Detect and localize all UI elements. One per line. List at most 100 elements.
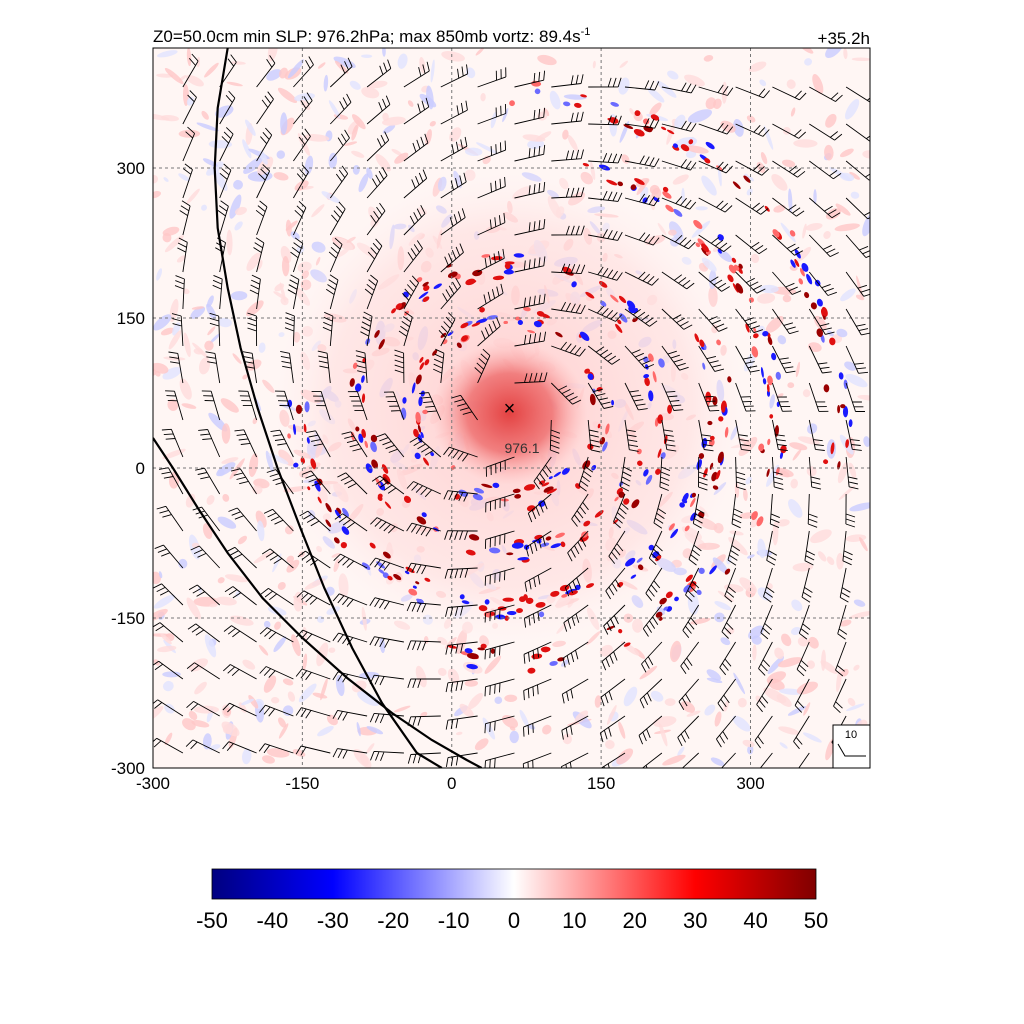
vorticity-patch bbox=[780, 222, 796, 243]
vorticity-patch bbox=[748, 61, 767, 72]
wind-barb bbox=[719, 641, 736, 676]
y-tick-label: -150 bbox=[111, 609, 145, 628]
rainband-cell bbox=[550, 590, 560, 597]
wind-barb bbox=[406, 601, 441, 613]
vorticity-patch bbox=[317, 62, 326, 69]
vorticity-patch bbox=[257, 259, 263, 270]
wind-barb bbox=[360, 311, 373, 347]
wind-barb bbox=[274, 390, 294, 421]
vorticity-patch bbox=[519, 709, 530, 728]
vorticity-patch bbox=[685, 145, 709, 154]
wind-barb bbox=[485, 493, 515, 513]
rainband-cell bbox=[416, 277, 423, 283]
vorticity-patch bbox=[320, 678, 328, 701]
vorticity-patch bbox=[710, 757, 725, 767]
wind-barb bbox=[484, 530, 515, 549]
vorticity-patch bbox=[737, 697, 747, 708]
vorticity-patch bbox=[193, 348, 204, 355]
wind-barb bbox=[201, 390, 221, 421]
vorticity-patch bbox=[179, 378, 192, 400]
vorticity-patch bbox=[257, 156, 274, 176]
wind-barb bbox=[174, 275, 185, 310]
wind-barb bbox=[571, 493, 589, 527]
vorticity-patch bbox=[207, 326, 216, 336]
wind-barb bbox=[661, 234, 696, 250]
wind-barb bbox=[253, 237, 265, 273]
rainband-cell bbox=[358, 433, 364, 443]
rainband-cell bbox=[837, 461, 841, 470]
wind-barb bbox=[624, 232, 660, 246]
vorticity-patch bbox=[215, 596, 237, 606]
vorticity-patch bbox=[853, 664, 860, 671]
vorticity-patch bbox=[792, 562, 814, 572]
rainband-cell bbox=[420, 431, 424, 439]
wind-barb bbox=[369, 712, 404, 724]
vorticity-patch bbox=[834, 223, 860, 232]
vorticity-patch bbox=[817, 551, 827, 562]
y-tick-label: 300 bbox=[117, 159, 145, 178]
vorticity-patch bbox=[802, 223, 807, 239]
rainband-cell bbox=[585, 291, 595, 299]
rainband-cell bbox=[691, 492, 697, 498]
vorticity-patch bbox=[226, 81, 243, 87]
vorticity-patch bbox=[841, 668, 849, 677]
vorticity-patch bbox=[824, 144, 834, 161]
vorticity-patch bbox=[807, 423, 818, 434]
vorticity-patch bbox=[218, 317, 232, 328]
vorticity-patch bbox=[162, 680, 174, 692]
vorticity-patch bbox=[786, 79, 796, 89]
wind-barb bbox=[295, 745, 331, 756]
rainband-cell bbox=[506, 552, 514, 556]
rainband-cell bbox=[634, 110, 641, 117]
rainband-cell bbox=[563, 101, 571, 107]
rainband-cell bbox=[571, 281, 577, 288]
x-tick-label: -300 bbox=[136, 774, 170, 793]
vorticity-patch bbox=[714, 601, 732, 611]
rainband-cell bbox=[767, 336, 773, 346]
rainband-cell bbox=[486, 315, 498, 320]
vorticity-patch bbox=[802, 732, 822, 743]
rainband-cell bbox=[369, 542, 376, 549]
rainband-cell bbox=[724, 568, 731, 575]
wind-barb bbox=[477, 103, 507, 125]
rainband-cell bbox=[408, 588, 418, 596]
wind-barb bbox=[474, 348, 491, 384]
wind-barb bbox=[551, 111, 584, 125]
rainband-cell bbox=[648, 390, 654, 402]
vorticity-patch bbox=[771, 173, 788, 191]
wind-barb bbox=[168, 351, 184, 384]
wind-barb bbox=[407, 752, 441, 764]
rainband-cell bbox=[762, 330, 769, 337]
rainband-cell bbox=[790, 259, 796, 268]
vorticity-patch bbox=[280, 112, 288, 135]
rainband-cell bbox=[848, 419, 853, 428]
rainband-cell bbox=[610, 102, 619, 107]
vorticity-patch bbox=[185, 75, 204, 87]
colorbar-tick-label: -10 bbox=[438, 908, 470, 933]
wind-barb bbox=[624, 80, 660, 91]
vorticity-patch bbox=[788, 188, 793, 213]
rainband-cell bbox=[317, 496, 322, 504]
wind-barb bbox=[845, 160, 870, 181]
wind-barb bbox=[808, 271, 837, 296]
vorticity-patch bbox=[748, 625, 764, 640]
vorticity-patch bbox=[349, 80, 361, 90]
rainband-cell bbox=[794, 259, 800, 267]
wind-barb bbox=[205, 351, 221, 384]
vorticity-patch bbox=[788, 499, 803, 518]
wind-barb bbox=[599, 715, 626, 743]
wind-barb bbox=[514, 144, 546, 162]
wind-barb bbox=[247, 312, 258, 347]
vorticity-patch bbox=[812, 74, 824, 95]
wind-barb bbox=[514, 256, 546, 273]
vorticity-patch bbox=[278, 723, 289, 739]
rainband-cell bbox=[415, 374, 422, 385]
wind-barb bbox=[484, 641, 515, 660]
rainband-cell bbox=[424, 359, 430, 366]
rainband-cell bbox=[745, 323, 750, 333]
vorticity-patch bbox=[285, 219, 292, 237]
vorticity-patch bbox=[294, 180, 309, 191]
rainband-cell bbox=[361, 393, 366, 403]
rainband-cell bbox=[430, 452, 434, 457]
colorbar-tick-label: 20 bbox=[623, 908, 647, 933]
